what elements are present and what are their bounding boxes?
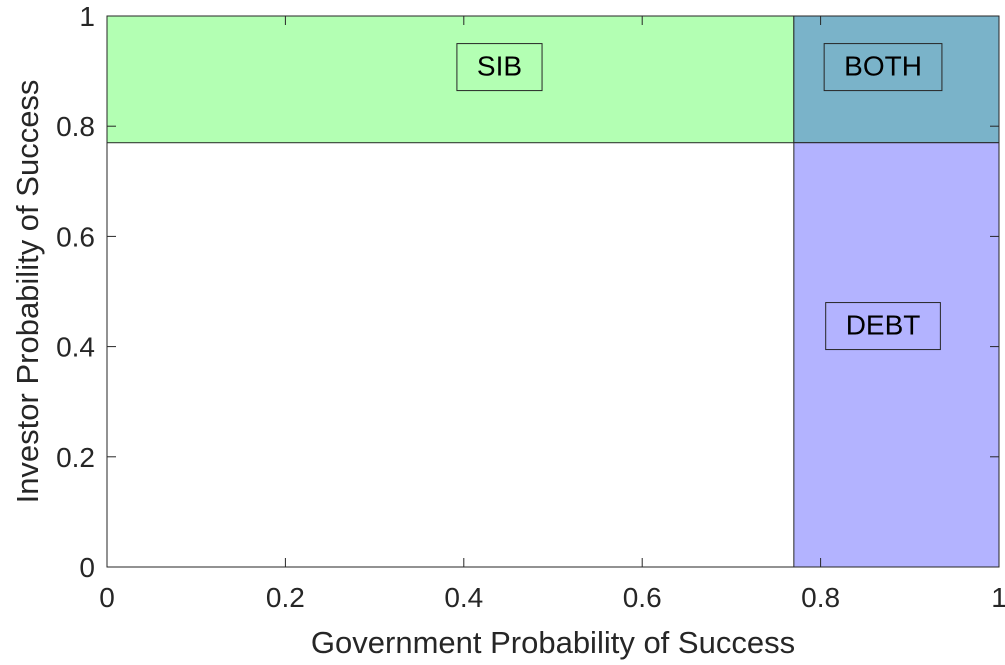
y-tick-label: 0.6 bbox=[56, 221, 95, 252]
region-label-text: BOTH bbox=[844, 51, 922, 82]
x-tick-label: 1 bbox=[991, 582, 1005, 613]
x-axis-label: Government Probability of Success bbox=[311, 625, 795, 660]
ticks-layer: 0 0.2 0.4 0.6 0.8 1 0 0.2 0.4 0.6 0.8 1 bbox=[56, 1, 1005, 613]
region-debt bbox=[793, 142, 1000, 568]
region-label-box bbox=[825, 302, 941, 351]
x-tick-label: 0.6 bbox=[623, 582, 662, 613]
region-label-text: SIB bbox=[477, 51, 522, 82]
region-label-text: DEBT bbox=[846, 310, 921, 341]
region-label-both: BOTH bbox=[823, 43, 943, 92]
y-tick-label: 0.8 bbox=[56, 111, 95, 142]
y-tick-label: 0.4 bbox=[56, 332, 95, 363]
region-labels-layer: SIB BOTH DEBT bbox=[456, 43, 943, 351]
region-both bbox=[793, 15, 1000, 144]
region-label-box bbox=[456, 43, 543, 92]
y-tick-label: 1 bbox=[79, 1, 95, 32]
region-sib bbox=[106, 15, 795, 144]
x-tick-label: 0.8 bbox=[801, 582, 840, 613]
plot-frame bbox=[106, 15, 1000, 568]
y-axis-label: Investor Probability of Success bbox=[10, 80, 45, 504]
region-label-sib: SIB bbox=[456, 43, 543, 92]
x-tick-label: 0 bbox=[99, 582, 115, 613]
x-tick-label: 0.4 bbox=[444, 582, 483, 613]
y-tick-label: 0.2 bbox=[56, 442, 95, 473]
x-tick-label: 0.2 bbox=[266, 582, 305, 613]
y-tick-label: 0 bbox=[79, 552, 95, 583]
region-label-debt: DEBT bbox=[825, 302, 941, 351]
regions-layer bbox=[106, 15, 1000, 568]
region-label-box bbox=[823, 43, 943, 92]
